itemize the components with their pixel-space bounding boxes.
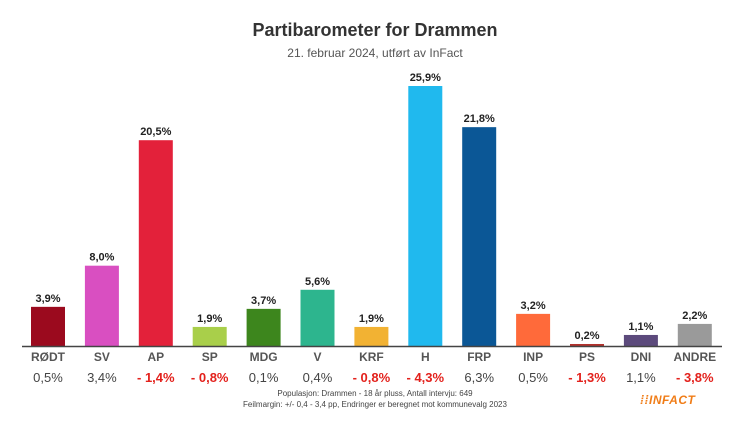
bar-7 xyxy=(408,86,443,346)
change-label-7: - 4,3% xyxy=(407,370,445,385)
change-label-4: 0,1% xyxy=(249,370,279,385)
bar-5 xyxy=(300,289,335,346)
bar-2 xyxy=(138,140,173,346)
change-label-9: 0,5% xyxy=(518,370,548,385)
value-label-6: 1,9% xyxy=(359,313,384,325)
category-label-0: RØDT xyxy=(31,350,66,364)
value-label-12: 2,2% xyxy=(682,310,707,322)
bar-1 xyxy=(84,265,119,346)
value-label-7: 25,9% xyxy=(410,72,441,84)
category-label-9: INP xyxy=(523,350,543,364)
change-label-6: - 0,8% xyxy=(353,370,391,385)
infact-logo: ⁞⁞INFACT xyxy=(640,393,696,407)
footer-population: Populasjon: Drammen - 18 år pluss, Antal… xyxy=(277,389,473,398)
category-label-6: KRF xyxy=(359,350,384,364)
category-label-11: DNI xyxy=(631,350,652,364)
category-label-8: FRP xyxy=(467,350,491,364)
change-label-8: 6,3% xyxy=(464,370,494,385)
value-label-10: 0,2% xyxy=(574,330,599,342)
bar-6 xyxy=(354,326,389,346)
change-label-2: - 1,4% xyxy=(137,370,175,385)
category-label-5: V xyxy=(313,350,321,364)
category-label-10: PS xyxy=(579,350,595,364)
bar-4 xyxy=(246,308,281,346)
change-label-12: - 3,8% xyxy=(676,370,714,385)
bar-0 xyxy=(31,306,65,346)
chart-title: Partibarometer for Drammen xyxy=(252,20,498,40)
category-label-4: MDG xyxy=(250,350,278,364)
bar-11 xyxy=(623,334,658,346)
value-label-0: 3,9% xyxy=(35,293,60,305)
bar-3 xyxy=(192,326,227,346)
value-label-2: 20,5% xyxy=(140,126,171,138)
change-label-1: 3,4% xyxy=(87,370,117,385)
footer-margin: Feilmargin: +/- 0,4 - 3,4 pp, Endringer … xyxy=(243,400,507,409)
value-label-9: 3,2% xyxy=(521,300,546,312)
value-label-4: 3,7% xyxy=(251,295,276,307)
value-label-11: 1,1% xyxy=(628,321,653,333)
value-label-1: 8,0% xyxy=(89,252,114,264)
bar-12 xyxy=(677,323,712,346)
category-label-12: ANDRE xyxy=(673,350,716,364)
change-label-3: - 0,8% xyxy=(191,370,229,385)
category-label-7: H xyxy=(421,350,430,364)
change-label-11: 1,1% xyxy=(626,370,656,385)
category-label-1: SV xyxy=(94,350,110,364)
category-label-3: SP xyxy=(202,350,218,364)
change-label-0: 0,5% xyxy=(33,370,63,385)
chart-subtitle: 21. februar 2024, utført av InFact xyxy=(287,46,463,60)
change-label-10: - 1,3% xyxy=(568,370,606,385)
change-label-5: 0,4% xyxy=(303,370,333,385)
value-label-3: 1,9% xyxy=(197,313,222,325)
category-label-2: AP xyxy=(147,350,164,364)
bar-9 xyxy=(516,313,551,346)
value-label-5: 5,6% xyxy=(305,276,330,288)
bar-8 xyxy=(462,127,497,347)
value-label-8: 21,8% xyxy=(464,113,495,125)
bar-10 xyxy=(570,343,604,346)
